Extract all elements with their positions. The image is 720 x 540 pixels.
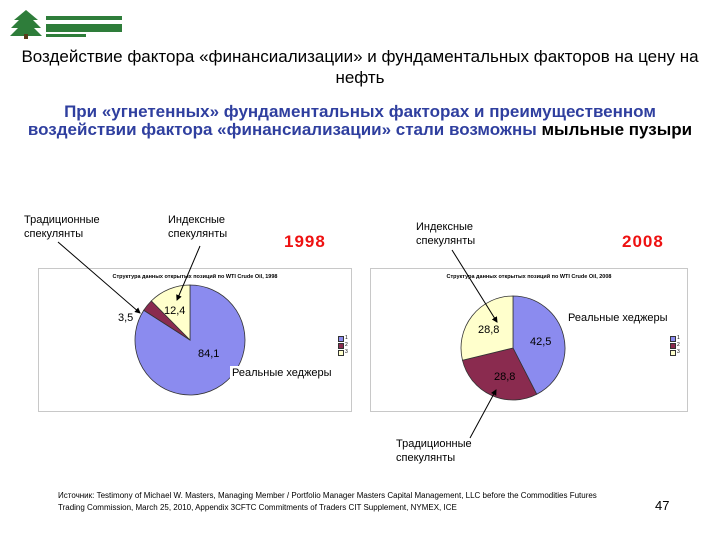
legend-item-3: 3 [670, 349, 680, 356]
slide-title: Воздействие фактора «финансиализации» и … [21, 47, 699, 87]
year-1998: 1998 [284, 232, 326, 251]
year-2008: 2008 [622, 232, 664, 251]
label-index-2008: Индексные спекулянты [416, 221, 476, 247]
value-label-1998-slice3: 12,4 [164, 305, 186, 317]
arrow-index-1998 [176, 245, 201, 301]
page-number: 47 [655, 498, 670, 513]
slide-subtitle: При «угнетенных» фундаментальных фактора… [20, 103, 700, 139]
pie-slice-2008-3 [460, 295, 514, 361]
label-traditional-2008: Традиционные спекулянты [396, 438, 472, 464]
label-hedgers-1998: Реальные хеджеры [230, 366, 334, 380]
arrow-index-2008 [451, 249, 498, 323]
legend-item-1: 1 [338, 335, 348, 342]
value-label-1998-slice1: 84,1 [198, 348, 220, 360]
company-logo [8, 6, 126, 40]
source-citation: Источник: Testimony of Michael W. Master… [58, 491, 597, 512]
subtitle-part1: При «угнетенных» фундаментальных фактора… [27, 102, 656, 139]
legend-1998: 1 2 3 [338, 335, 348, 356]
legend-item-2: 2 [670, 342, 680, 349]
legend-2008: 1 2 3 [670, 335, 680, 356]
arrow-traditional-1998 [57, 241, 141, 314]
chart-title-2008: Структура данных открытых позиций по WTI… [446, 274, 612, 280]
value-label-1998-slice2: 3,5 [118, 312, 134, 324]
value-label-2008-slice3: 28,8 [478, 324, 500, 336]
chart-title-1998: Структура данных открытых позиций по WTI… [112, 274, 278, 280]
legend-item-3: 3 [338, 349, 348, 356]
legend-item-2: 2 [338, 342, 348, 349]
value-label-2008-slice2: 28,8 [494, 371, 516, 383]
arrow-traditional-2008 [469, 389, 497, 439]
pie-slice-2008-1 [512, 295, 566, 395]
subtitle-part2: мыльные пузыри [541, 120, 693, 139]
pie-slice-1998-1 [134, 284, 246, 396]
label-traditional-1998: Традиционные спекулянты [24, 214, 100, 240]
label-index-1998: Индексные спекулянты [168, 214, 228, 240]
value-label-2008-slice1: 42,5 [530, 336, 552, 348]
logo-tree-icon [10, 10, 122, 39]
legend-item-1: 1 [670, 335, 680, 342]
label-hedgers-2008: Реальные хеджеры [566, 311, 670, 325]
